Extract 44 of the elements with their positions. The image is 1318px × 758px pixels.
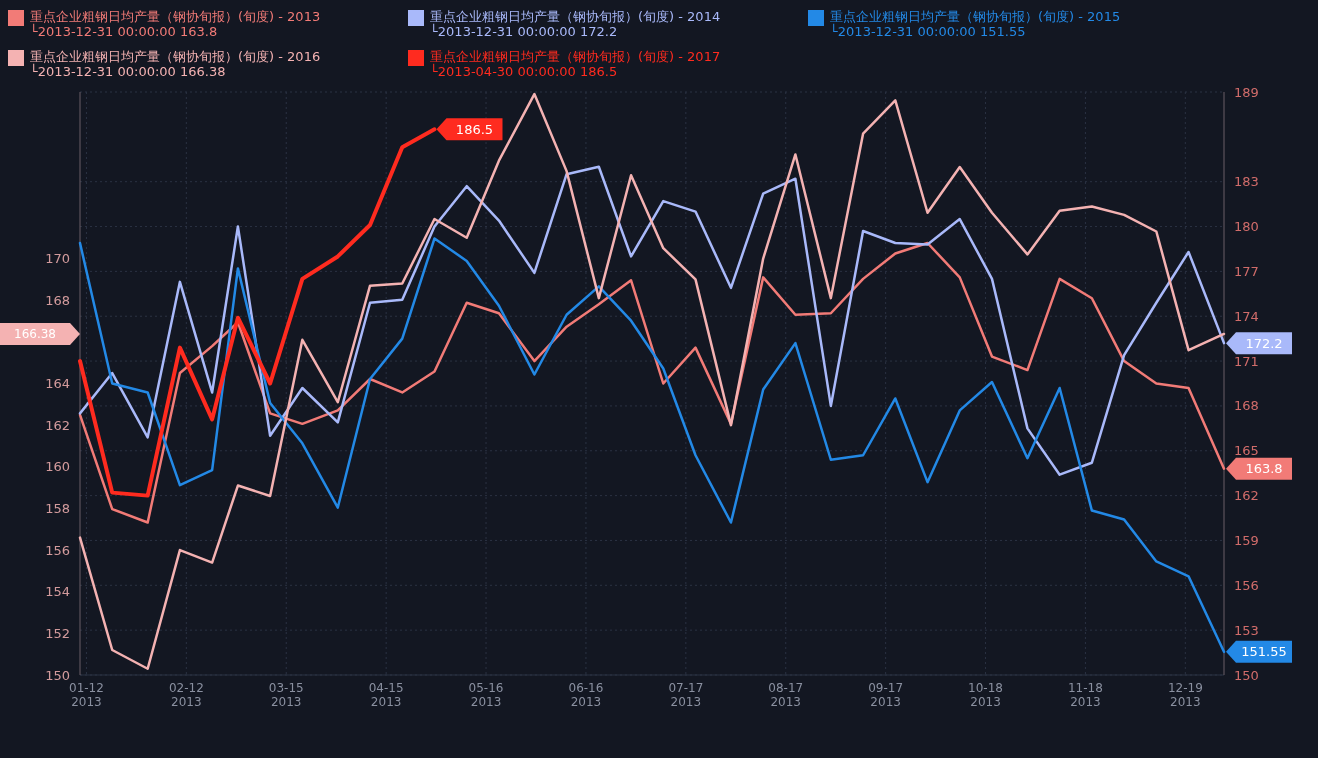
x-tick-label: 06-16 2013 xyxy=(568,681,604,709)
data-label: 172.2 xyxy=(1245,335,1283,351)
x-tick-label: 04-15 2013 xyxy=(368,681,404,709)
x-tick-label: 05-16 2013 xyxy=(468,681,504,709)
x-tick-label: 11-18 2013 xyxy=(1067,681,1103,709)
legend-label: 重点企业粗钢日均产量（钢协旬报）(旬度) - 2015 └2013-12-31 00:00:00 151.55 xyxy=(830,9,1121,39)
y-tick-label: 152 xyxy=(45,625,70,641)
y-tick-label: 170 xyxy=(45,251,70,267)
y2-tick-label: 165 xyxy=(1234,443,1259,459)
y-tick-label: 154 xyxy=(45,584,70,600)
data-label: 186.5 xyxy=(455,121,494,137)
y2-tick-label: 162 xyxy=(1234,488,1259,504)
x-tick-label: 01-12 2013 xyxy=(69,681,104,709)
y-tick-label: 158 xyxy=(45,500,70,516)
y2-tick-label: 153 xyxy=(1234,622,1259,638)
x-tick-label: 07-17 2013 xyxy=(668,681,704,709)
x-tick-label: 02-12 2013 xyxy=(168,681,204,709)
y2-tick-label: 156 xyxy=(1234,577,1259,593)
y-tick-label: 150 xyxy=(45,667,70,683)
x-tick-label: 09-17 2013 xyxy=(868,681,904,709)
y-tick-label: 160 xyxy=(45,459,70,475)
legend-label: 重点企业粗钢日均产量（钢协旬报）(旬度) - 2013 └2013-12-31 00:00:00 163.8 xyxy=(30,9,321,39)
y2-tick-label: 168 xyxy=(1234,398,1259,414)
data-label: 163.8 xyxy=(1245,461,1283,477)
y2-tick-label: 189 xyxy=(1234,84,1259,100)
legend-label: 重点企业粗钢日均产量（钢协旬报）(旬度) - 2014 └2013-12-31 00:00:00 172.2 xyxy=(430,9,721,39)
y2-tick-label: 171 xyxy=(1234,353,1259,369)
x-tick-label: 10-18 2013 xyxy=(968,681,1003,709)
x-tick-label: 03-15 2013 xyxy=(268,681,304,709)
data-label: 151.55 xyxy=(1241,644,1287,660)
y-tick-label: 168 xyxy=(45,292,70,308)
y-tick-label: 164 xyxy=(45,376,70,391)
y2-tick-label: 174 xyxy=(1234,308,1259,324)
x-tick-label: 08-17 2013 xyxy=(768,681,804,709)
y2-tick-label: 159 xyxy=(1234,532,1259,548)
legend-label: 重点企业粗钢日均产量（钢协旬报）(旬度) - 2016 └2013-12-31 00:00:00 166.38 xyxy=(30,49,321,79)
y-tick-label: 162 xyxy=(45,417,70,433)
x-tick-label: 12-19 2013 xyxy=(1167,681,1203,709)
legend-label: 重点企业粗钢日均产量（钢协旬报）(旬度) - 2017 └2013-04-30 00:00:00 186.5 xyxy=(430,49,721,79)
y2-tick-label: 150 xyxy=(1234,667,1259,683)
y-tick-label: 156 xyxy=(45,542,70,558)
y2-tick-label: 180 xyxy=(1234,219,1259,235)
y2-tick-label: 177 xyxy=(1234,263,1259,279)
y2-tick-label: 183 xyxy=(1234,174,1259,190)
